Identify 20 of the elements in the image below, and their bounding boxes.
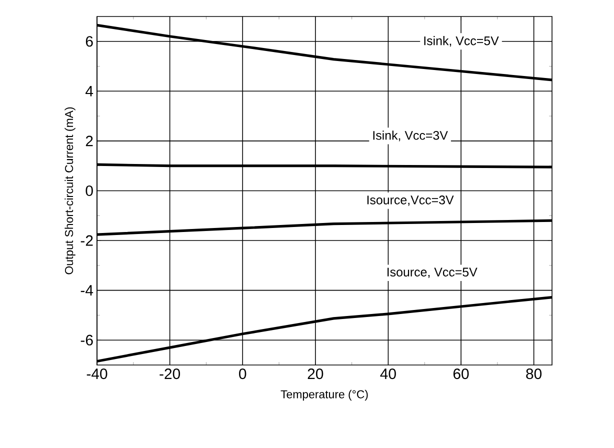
x-axis-title: Temperature (°C) (280, 390, 368, 401)
y-tick-label: -6 (80, 334, 93, 346)
series-label: Isource,Vcc=3V (367, 196, 454, 206)
x-tick-label: 80 (526, 368, 542, 380)
y-tick-label: 2 (86, 136, 93, 146)
y-tick-label: -2 (80, 235, 93, 246)
y-tick-label: 4 (86, 86, 94, 96)
text: Isource, Vcc=5V (388, 268, 478, 278)
x-tick-label: 20 (308, 368, 324, 380)
x-tick-label: -40 (86, 368, 108, 380)
x-tick-label: -20 (160, 368, 180, 380)
series-label: Isink, Vcc=3V (373, 130, 448, 142)
y-tick-label: 0 (86, 185, 93, 196)
x-tick-label: 40 (380, 368, 396, 380)
x-tick-label: 0 (239, 368, 246, 380)
y-axis-title: Output Short-circuit Current (mA) (64, 107, 76, 274)
series-label: Isink, Vcc=5V (424, 36, 499, 47)
y-tick-label: -4 (80, 285, 94, 296)
x-tick-label: 60 (453, 368, 469, 380)
y-tick-label: 6 (86, 36, 93, 47)
